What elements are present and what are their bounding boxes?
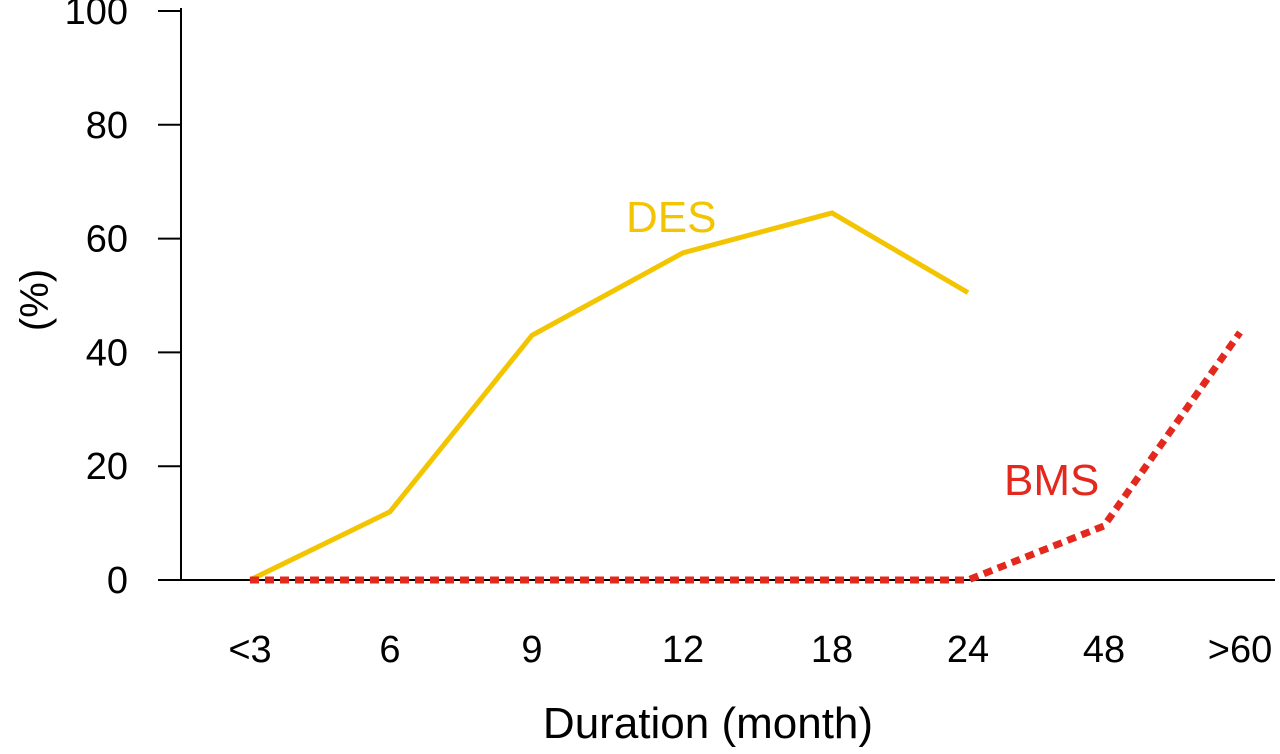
- y-tick-label: 20: [86, 446, 128, 488]
- y-tick-label: 0: [107, 560, 128, 602]
- series-label-bms: BMS: [1004, 456, 1099, 505]
- series-lines: [248, 210, 1243, 584]
- series-label-des: DES: [626, 193, 716, 242]
- y-tick-label: 80: [86, 105, 128, 147]
- y-tick-label: 60: [86, 219, 128, 261]
- x-tick-label: 24: [947, 629, 989, 671]
- y-tick-label: 40: [86, 332, 128, 374]
- x-ticks: <3 6 9 12 18 24 48 >60: [228, 629, 1272, 671]
- x-axis-label: Duration (month): [543, 699, 873, 748]
- x-tick-label: 12: [662, 629, 704, 671]
- y-axis-label: (%): [13, 269, 57, 331]
- y-ticks: 0 20 40 60 80 100: [65, 0, 181, 602]
- x-tick-label: 48: [1083, 629, 1125, 671]
- x-tick-label: 18: [811, 629, 853, 671]
- x-tick-label: >60: [1208, 629, 1272, 671]
- x-tick-label: 6: [379, 629, 400, 671]
- y-tick-label: 100: [65, 0, 128, 33]
- series-labels: DES BMS: [626, 193, 1099, 505]
- x-tick-label: 9: [521, 629, 542, 671]
- x-tick-label: <3: [228, 629, 271, 671]
- series-line-des: [248, 210, 970, 583]
